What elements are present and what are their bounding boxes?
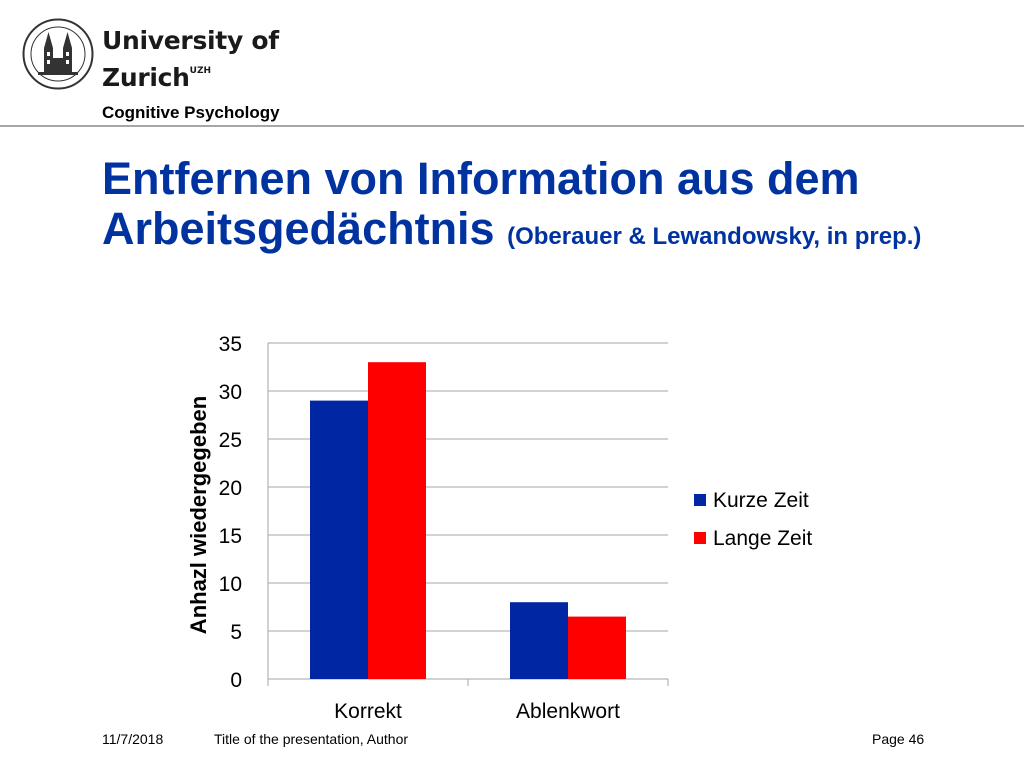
y-tick-label: 10 bbox=[219, 573, 242, 596]
bar bbox=[310, 400, 368, 679]
x-tick-label: Ablenkwort bbox=[516, 700, 620, 723]
legend-label: Lange Zeit bbox=[713, 527, 812, 550]
y-tick-label: 0 bbox=[230, 669, 242, 692]
bar bbox=[368, 362, 426, 679]
university-city: Zurich bbox=[102, 63, 190, 92]
footer-page-number: Page 46 bbox=[872, 731, 925, 747]
y-axis-label: Anhazl wiedergegeben bbox=[186, 396, 211, 634]
slide-title-main: Entfernen von Information aus dem Arbeit… bbox=[102, 153, 860, 254]
slide-title-citation: (Oberauer & Lewandowsky, in prep.) bbox=[507, 223, 922, 250]
university-name: University of ZurichUZH bbox=[102, 26, 279, 93]
y-tick-labels: 0 5 10 15 20 25 30 35 bbox=[219, 333, 242, 692]
bar-chart: 0 5 10 15 20 25 30 35 Korrekt Ablenkwort Kurze Z… bbox=[186, 333, 812, 723]
chart-bars bbox=[310, 362, 626, 679]
legend-swatch bbox=[694, 532, 706, 544]
slide-title: Entfernen von Information aus dem Arbeit… bbox=[102, 154, 962, 254]
y-tick-label: 35 bbox=[219, 333, 242, 356]
university-suffix: UZH bbox=[189, 66, 212, 76]
bar bbox=[510, 602, 568, 679]
footer-presentation-title: Title of the presentation, Author bbox=[214, 731, 409, 747]
y-tick-label: 30 bbox=[219, 381, 242, 404]
department-label: Cognitive Psychology bbox=[102, 103, 280, 122]
y-tick-label: 25 bbox=[219, 429, 242, 452]
chart-legend: Kurze Zeit Lange Zeit bbox=[694, 489, 812, 550]
y-tick-label: 5 bbox=[230, 621, 242, 644]
x-tick-label: Korrekt bbox=[334, 700, 402, 723]
y-tick-label: 15 bbox=[219, 525, 242, 548]
header-divider bbox=[0, 125, 1024, 127]
x-tick-labels: Korrekt Ablenkwort bbox=[334, 700, 620, 723]
footer-date: 11/7/2018 bbox=[102, 731, 164, 747]
university-name-line2: ZurichUZH bbox=[102, 56, 279, 93]
bar bbox=[568, 616, 626, 679]
university-name-line1: University of bbox=[102, 26, 279, 55]
legend-label: Kurze Zeit bbox=[713, 489, 809, 512]
y-tick-label: 20 bbox=[219, 477, 242, 500]
university-seal-logo bbox=[22, 18, 94, 90]
legend-swatch bbox=[694, 494, 706, 506]
